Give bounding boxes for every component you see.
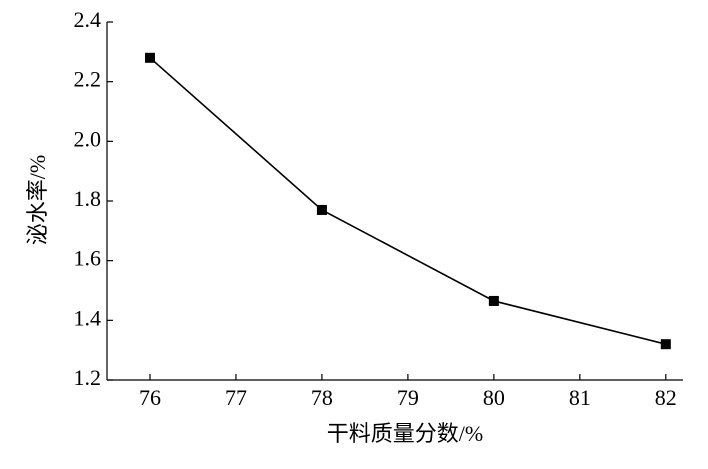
marker	[660, 339, 671, 350]
x-tick-label: 76	[139, 385, 161, 410]
x-axis-label: 干料质量分数/%	[327, 421, 483, 446]
y-tick-label: 2.2	[74, 67, 102, 92]
marker	[316, 204, 327, 215]
x-tick-label: 80	[483, 385, 505, 410]
x-tick-label: 82	[655, 385, 677, 410]
y-tick-label: 1.6	[74, 246, 102, 271]
y-tick-label: 1.2	[74, 365, 102, 390]
x-tick-label: 79	[397, 385, 419, 410]
y-tick-label: 2.0	[74, 126, 102, 151]
y-axis-label: 泌水率/%	[25, 155, 50, 245]
x-tick-label: 78	[311, 385, 333, 410]
x-tick-label: 77	[225, 385, 247, 410]
y-tick-label: 1.8	[74, 186, 102, 211]
marker	[144, 52, 155, 63]
marker	[488, 295, 499, 306]
y-tick-label: 1.4	[74, 305, 102, 330]
y-tick-label: 2.4	[74, 7, 102, 32]
line	[149, 57, 667, 345]
x-tick-label: 81	[569, 385, 591, 410]
